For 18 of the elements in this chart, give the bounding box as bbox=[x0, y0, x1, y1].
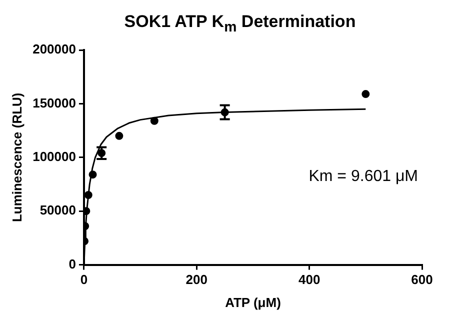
x-tick-label: 200 bbox=[186, 272, 208, 288]
y-tick-label: 100000 bbox=[32, 148, 76, 164]
y-tick-label: 50000 bbox=[40, 202, 76, 218]
x-tick-label: 600 bbox=[411, 272, 433, 288]
x-tick-label: 400 bbox=[298, 272, 320, 288]
annotation: Km = 9.601 μM bbox=[308, 168, 418, 186]
y-axis-title: Luminescence (RLU) bbox=[9, 92, 24, 222]
y-tick-label: 200000 bbox=[32, 42, 76, 57]
point bbox=[150, 116, 158, 125]
point bbox=[362, 90, 370, 98]
y-tick-label: 150000 bbox=[32, 95, 76, 110]
point bbox=[88, 170, 97, 179]
x-tick-label: 0 bbox=[80, 272, 88, 288]
chart-title: SOK1 ATP K$_{m}$ Determination bbox=[123, 12, 357, 36]
point bbox=[84, 190, 92, 199]
x-axis-title: ATP (μM) bbox=[225, 294, 281, 310]
y-tick-label: 0 bbox=[68, 256, 76, 272]
point bbox=[115, 132, 124, 140]
